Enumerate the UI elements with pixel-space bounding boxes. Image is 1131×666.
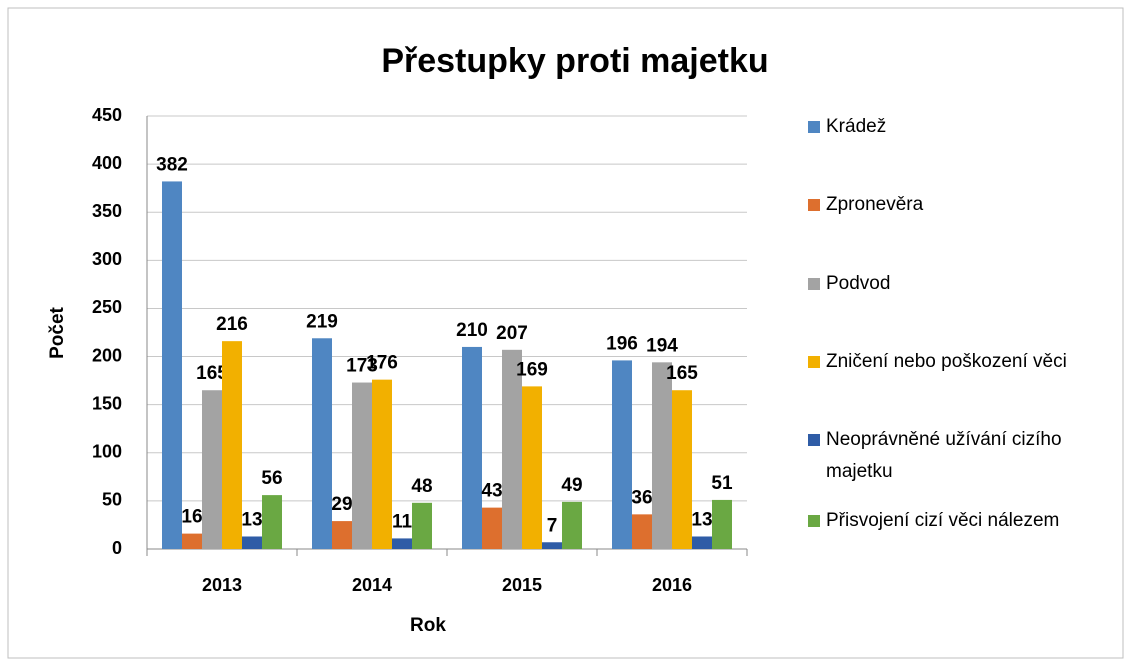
y-tick-label: 200 (92, 345, 122, 365)
x-axis-title: Rok (410, 615, 446, 636)
y-tick-label: 100 (92, 442, 122, 462)
legend-swatch (808, 434, 820, 446)
legend-item: Podvod (808, 268, 1118, 300)
bar (712, 499, 732, 549)
data-label: 43 (481, 481, 502, 502)
legend-swatch (808, 121, 820, 133)
legend-label: Neoprávněné užívání cizího majetku (826, 429, 1062, 482)
data-label: 11 (392, 511, 413, 532)
y-tick-label: 300 (92, 249, 122, 269)
bar (392, 538, 412, 549)
data-label: 165 (666, 363, 698, 384)
data-label: 13 (241, 510, 262, 531)
bar (262, 495, 282, 549)
bar (162, 181, 182, 550)
data-label: 216 (216, 314, 248, 335)
bar (692, 536, 712, 549)
bar (202, 390, 222, 549)
bar (372, 379, 392, 549)
data-label: 169 (516, 359, 548, 380)
bar (412, 502, 432, 549)
y-tick-label: 0 (112, 538, 122, 558)
data-label: 176 (366, 353, 398, 374)
legend-item: Neoprávněné užívání cizího majetku (808, 424, 1118, 488)
legend-item: Krádež (808, 111, 1118, 143)
y-axis-title: Počet (47, 306, 68, 358)
legend-swatch (808, 278, 820, 290)
data-label: 196 (606, 333, 638, 354)
data-label: 194 (646, 335, 678, 356)
bar (522, 386, 542, 549)
data-label: 207 (496, 323, 528, 344)
legend-label: Zničení nebo poškození věci (826, 351, 1067, 372)
y-tick-label: 150 (92, 393, 122, 413)
bar (462, 346, 482, 549)
data-label: 7 (547, 515, 558, 536)
data-label: 16 (181, 507, 202, 528)
data-label: 173 (346, 356, 378, 377)
y-tick-label: 250 (92, 297, 122, 317)
bar (502, 349, 522, 549)
data-label: 382 (156, 154, 188, 175)
legend-label: Přisvojení cizí věci nálezem (826, 510, 1060, 531)
data-label: 165 (196, 363, 228, 384)
bar (222, 341, 242, 549)
legend-item: Zpronevěra (808, 189, 1118, 221)
data-label: 36 (631, 487, 652, 508)
bar (332, 521, 352, 549)
bar (482, 507, 502, 549)
legend-label: Krádež (826, 116, 887, 137)
legend-label: Zpronevěra (826, 194, 924, 215)
bar (562, 501, 582, 549)
data-label: 29 (331, 494, 352, 515)
legend-item: Přisvojení cizí věci nálezem (808, 505, 1118, 537)
y-tick-label: 50 (102, 490, 122, 510)
x-tick-label: 2014 (352, 575, 392, 595)
bar (182, 533, 202, 549)
bar (632, 514, 652, 549)
x-tick-label: 2013 (202, 575, 242, 595)
legend-swatch (808, 356, 820, 368)
legend-swatch (808, 199, 820, 211)
legend-swatch (808, 515, 820, 527)
data-label: 48 (411, 476, 432, 497)
bar (652, 362, 672, 549)
data-label: 219 (306, 311, 338, 332)
data-label: 51 (711, 473, 733, 494)
data-label: 56 (261, 468, 282, 489)
y-tick-label: 350 (92, 201, 122, 221)
data-label: 49 (561, 475, 582, 496)
data-label: 210 (456, 320, 488, 341)
bar (542, 542, 562, 549)
y-tick-label: 450 (92, 105, 122, 125)
bar (312, 338, 332, 549)
bar (672, 390, 692, 549)
chart-title: Přestupky proti majetku (381, 42, 768, 80)
x-tick-label: 2015 (502, 575, 542, 595)
x-tick-label: 2016 (652, 575, 692, 595)
data-label: 13 (691, 510, 712, 531)
bar (352, 382, 372, 549)
legend-item: Zničení nebo poškození věci (808, 346, 1118, 378)
bar (612, 360, 632, 549)
bar (242, 536, 262, 549)
legend-label: Podvod (826, 273, 891, 294)
y-tick-label: 400 (92, 153, 122, 173)
